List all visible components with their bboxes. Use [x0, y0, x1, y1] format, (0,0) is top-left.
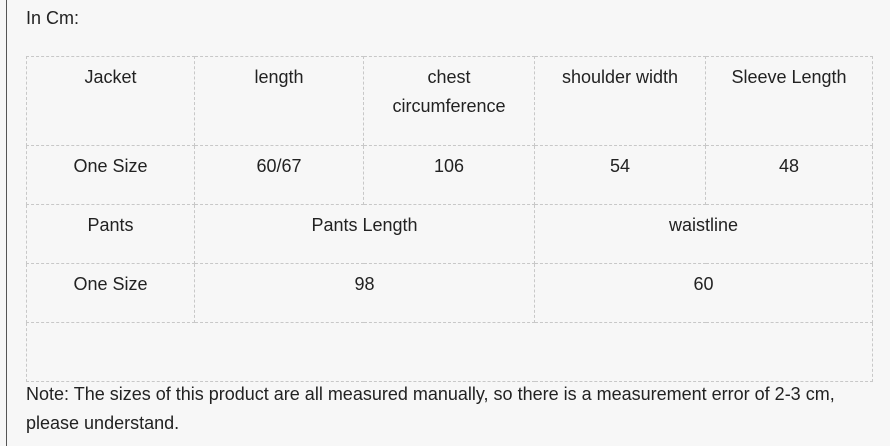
- table-cell: 98: [194, 263, 535, 323]
- table-cell: One Size: [26, 145, 195, 205]
- jacket-size-row: One Size 60/67 106 54 48: [26, 145, 873, 205]
- table-cell: 106: [363, 145, 535, 205]
- table-cell: 48: [705, 145, 873, 205]
- header-cell: Jacket: [26, 56, 195, 146]
- size-table: Jacket length chest circumference should…: [26, 56, 873, 382]
- unit-heading: In Cm:: [26, 8, 80, 28]
- header-cell: length: [194, 56, 364, 146]
- measurement-note: Note: The sizes of this product are all …: [26, 384, 835, 433]
- table-cell: 60/67: [194, 145, 364, 205]
- table-cell: 60: [534, 263, 873, 323]
- header-cell: waistline: [534, 204, 873, 264]
- table-cell: 54: [534, 145, 706, 205]
- header-cell: Sleeve Length: [705, 56, 873, 146]
- empty-cell: [26, 322, 873, 382]
- pants-size-row: One Size 98 60: [26, 263, 873, 323]
- header-cell: Pants: [26, 204, 195, 264]
- header-cell: shoulder width: [534, 56, 706, 146]
- empty-row: [26, 322, 873, 382]
- header-cell: Pants Length: [194, 204, 535, 264]
- jacket-header-row: Jacket length chest circumference should…: [26, 56, 873, 146]
- table-cell: One Size: [26, 263, 195, 323]
- pants-header-row: Pants Pants Length waistline: [26, 204, 873, 264]
- header-cell: chest circumference: [363, 56, 535, 146]
- left-border: [6, 0, 7, 446]
